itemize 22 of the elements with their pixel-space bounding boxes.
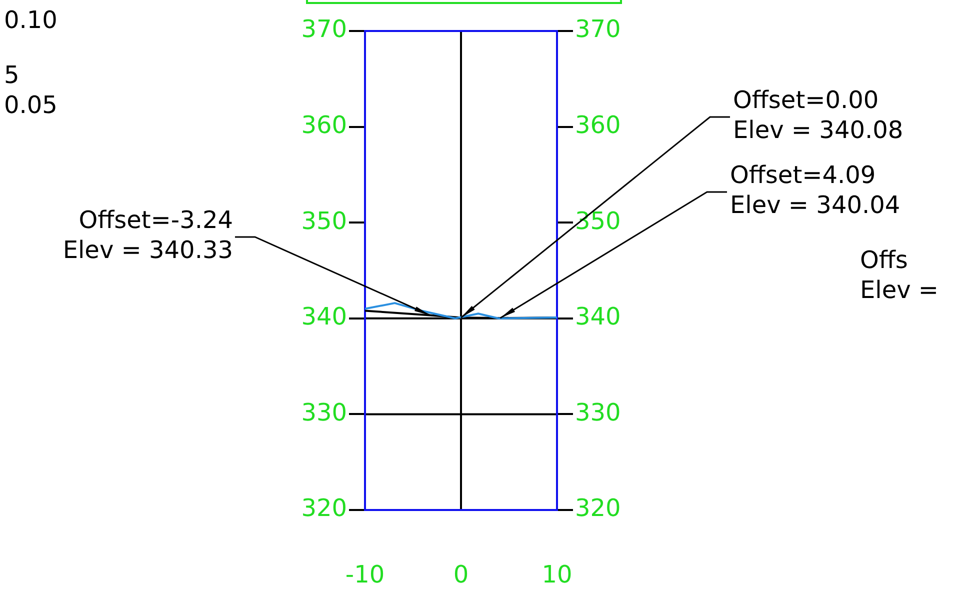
y2-tick-label: 360 [575,111,621,140]
text: Offs Elev = [860,245,939,305]
y-tick-label: 330 [301,398,347,426]
text: 0.10 [4,5,58,35]
y2-tick-label: 370 [575,15,621,44]
annotation: Offset=-3.24 Elev = 340.33 [62,206,233,264]
text: 5 [4,60,20,90]
y2-tick-label: 350 [575,206,621,235]
x-tick-label: 0 [453,560,469,589]
x-tick-label: 10 [542,560,572,589]
y-tick-label: 340 [301,302,347,331]
y2-tick-label: 320 [575,494,621,522]
annotation: Offset=0.00 Elev = 340.08 [733,86,904,144]
y-tick-label: 350 [301,206,347,235]
x-tick-label: -10 [345,560,385,589]
y-tick-label: 360 [301,111,347,140]
annotation: Offset=4.09 Elev = 340.04 [730,161,900,220]
y2-tick-label: 330 [575,398,621,426]
y2-tick-label: 340 [575,302,621,331]
y-tick-label: 320 [301,494,347,522]
y-tick-label: 370 [301,15,347,44]
text: 0.05 [4,90,58,120]
